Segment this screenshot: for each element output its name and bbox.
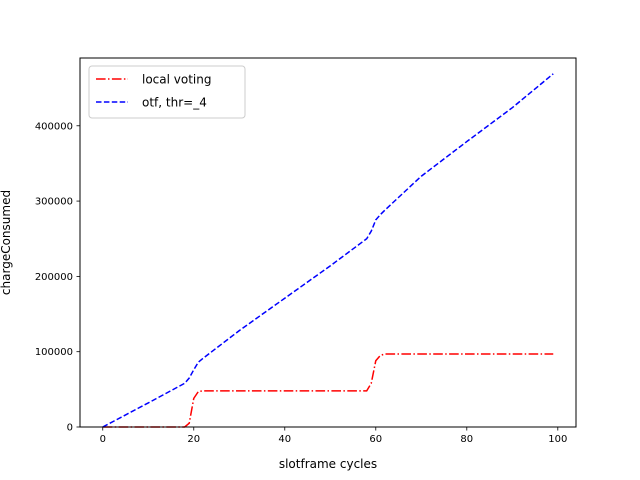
y-tick-label: 400000	[35, 121, 73, 132]
x-tick-label: 0	[100, 434, 106, 445]
x-tick-label: 60	[369, 434, 382, 445]
series-line-2	[102, 73, 554, 428]
x-axis-label: slotframe cycles	[279, 457, 377, 471]
x-tick-label: 80	[460, 434, 473, 445]
y-tick-label: 200000	[35, 272, 73, 283]
legend: local voting otf, thr=_4	[88, 65, 246, 119]
legend-label-2: otf, thr=_4	[142, 96, 207, 110]
x-tick-label: 40	[278, 434, 291, 445]
y-tick-label: 0	[67, 423, 73, 434]
plot-frame	[79, 57, 577, 428]
legend-label-1: local voting	[142, 73, 211, 87]
y-tick-label: 100000	[35, 347, 73, 358]
x-tick-label: 20	[187, 434, 200, 445]
y-tick-label: 300000	[35, 197, 73, 208]
y-axis-label: chargeConsumed	[0, 190, 13, 295]
x-tick-label: 100	[548, 434, 567, 445]
x-axis-ticks: 0 20 40 60 80 100	[100, 427, 567, 445]
y-axis-ticks: 0 100000 200000 300000 400000	[35, 121, 80, 434]
